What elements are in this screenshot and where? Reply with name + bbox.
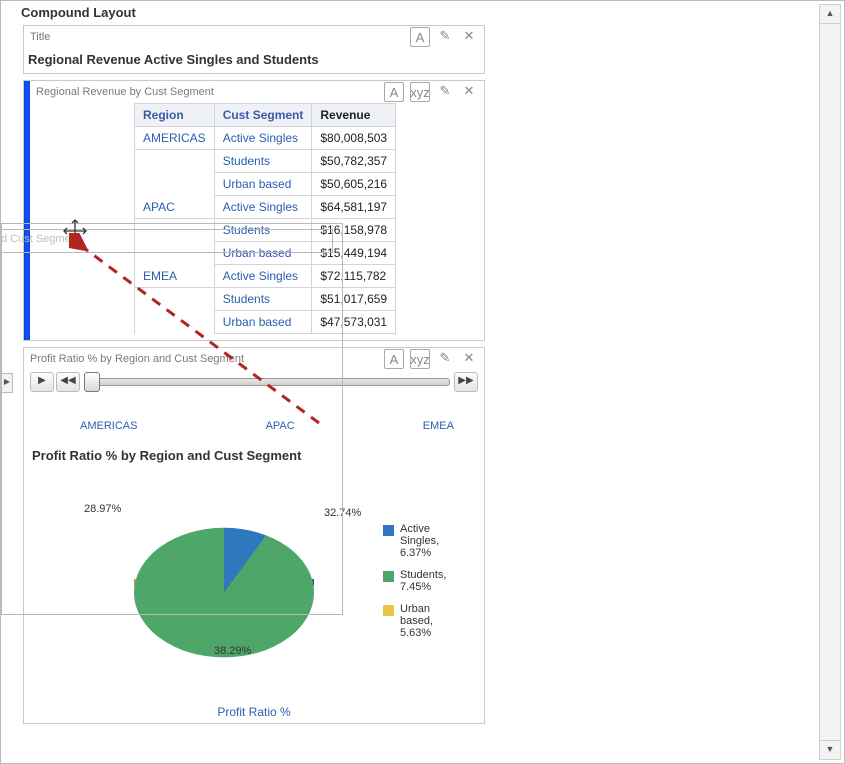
slider-forward-button[interactable]: ▶▶ bbox=[454, 372, 478, 392]
vertical-scrollbar[interactable] bbox=[819, 23, 841, 741]
pivot-table: Region Cust Segment Revenue AMERICASActi… bbox=[134, 103, 396, 334]
pivot-table-header-label: Regional Revenue by Cust Segment bbox=[36, 86, 384, 98]
delete-x-icon[interactable]: ✕ bbox=[460, 82, 478, 100]
cell-revenue: $16,158,978 bbox=[312, 219, 396, 242]
cell-segment[interactable]: Urban based bbox=[214, 311, 312, 334]
cell-region[interactable]: APAC bbox=[135, 196, 215, 219]
delete-x-icon[interactable]: ✕ bbox=[460, 349, 478, 367]
panel-title: Compound Layout bbox=[21, 5, 136, 20]
slider-play-button[interactable]: ▶ bbox=[30, 372, 54, 392]
slice-pct-label: 38.29% bbox=[214, 645, 251, 657]
pivot-table-view: Regional Revenue by Cust Segment A xyz ✎… bbox=[23, 80, 485, 341]
cell-segment[interactable]: Active Singles bbox=[214, 196, 312, 219]
table-row: Students$16,158,978 bbox=[135, 219, 396, 242]
delete-x-icon[interactable]: ✕ bbox=[460, 27, 478, 45]
scroll-down-button[interactable]: ▼ bbox=[819, 740, 841, 760]
cell-region bbox=[135, 311, 215, 334]
title-view-body-title: Regional Revenue Active Singles and Stud… bbox=[24, 48, 484, 73]
drag-ghost-label: d Cust Segment bbox=[1, 233, 80, 245]
legend-text: Active Singles, 6.37% bbox=[400, 523, 464, 559]
col-segment[interactable]: Cust Segment bbox=[214, 104, 312, 127]
cell-segment[interactable]: Urban based bbox=[214, 242, 312, 265]
table-row: AMERICASActive Singles$80,008,503 bbox=[135, 127, 396, 150]
cell-revenue: $72,115,782 bbox=[312, 265, 396, 288]
cell-segment[interactable]: Students bbox=[214, 150, 312, 173]
legend-item: Active Singles, 6.37% bbox=[383, 523, 464, 559]
cell-revenue: $64,581,197 bbox=[312, 196, 396, 219]
cell-segment[interactable]: Active Singles bbox=[214, 265, 312, 288]
table-row: EMEAActive Singles$72,115,782 bbox=[135, 265, 396, 288]
title-view-header[interactable]: Title A ✎ ✕ bbox=[24, 26, 484, 48]
chart-legend: Active Singles, 6.37% Students, 7.45% Ur… bbox=[383, 523, 464, 649]
chart-view-header[interactable]: Profit Ratio % by Region and Cust Segmen… bbox=[24, 348, 484, 370]
slider-thumb[interactable] bbox=[84, 372, 100, 392]
legend-swatch bbox=[383, 571, 394, 582]
selected-view-indicator bbox=[24, 81, 30, 340]
pie-chart bbox=[134, 511, 314, 691]
slice-pct-label: 28.97% bbox=[84, 503, 121, 515]
legend-swatch bbox=[383, 525, 394, 536]
table-row: Urban based$50,605,216 bbox=[135, 173, 396, 196]
edit-pencil-icon[interactable]: ✎ bbox=[436, 82, 454, 100]
cell-revenue: $50,605,216 bbox=[312, 173, 396, 196]
cell-segment[interactable]: Students bbox=[214, 288, 312, 311]
table-row: APACActive Singles$64,581,197 bbox=[135, 196, 396, 219]
slider-label[interactable]: AMERICAS bbox=[80, 420, 137, 432]
table-header-row: Region Cust Segment Revenue bbox=[135, 104, 396, 127]
cell-region bbox=[135, 173, 215, 196]
chart-body: 28.97% 32.74% 38.29% Active Singles, 6.3… bbox=[24, 463, 484, 723]
layout-body: Title A ✎ ✕ Regional Revenue Active Sing… bbox=[23, 25, 814, 755]
edit-xyz-icon[interactable]: xyz bbox=[410, 349, 430, 369]
edit-pencil-icon[interactable]: ✎ bbox=[436, 27, 454, 45]
slice-pct-label: 32.74% bbox=[324, 507, 361, 519]
format-text-icon[interactable]: A bbox=[410, 27, 430, 47]
format-text-icon[interactable]: A bbox=[384, 349, 404, 369]
table-row: Urban based$15,449,194 bbox=[135, 242, 396, 265]
pivot-table-header[interactable]: Regional Revenue by Cust Segment A xyz ✎… bbox=[24, 81, 484, 103]
scroll-up-button[interactable]: ▲ bbox=[819, 4, 841, 24]
legend-text: Urban based, 5.63% bbox=[400, 603, 464, 639]
cell-revenue: $50,782,357 bbox=[312, 150, 396, 173]
cell-segment[interactable]: Active Singles bbox=[214, 127, 312, 150]
cell-revenue: $80,008,503 bbox=[312, 127, 396, 150]
cell-region bbox=[135, 242, 215, 265]
section-slider: ▶ ◀◀ ▶▶ bbox=[30, 372, 478, 400]
format-text-icon[interactable]: A bbox=[384, 82, 404, 102]
slider-labels: AMERICAS APAC EMEA bbox=[80, 420, 454, 432]
table-row: Urban based$47,573,031 bbox=[135, 311, 396, 334]
col-region[interactable]: Region bbox=[135, 104, 215, 127]
table-row: Students$50,782,357 bbox=[135, 150, 396, 173]
compound-layout-panel: ▲ ▼ Compound Layout ▶ Title A ✎ ✕ Region… bbox=[0, 0, 845, 764]
slider-rewind-button[interactable]: ◀◀ bbox=[56, 372, 80, 392]
cell-revenue: $15,449,194 bbox=[312, 242, 396, 265]
title-view-header-label: Title bbox=[30, 31, 410, 43]
chart-title: Profit Ratio % by Region and Cust Segmen… bbox=[32, 448, 484, 463]
col-revenue[interactable]: Revenue bbox=[312, 104, 396, 127]
cell-segment[interactable]: Urban based bbox=[214, 173, 312, 196]
slider-track[interactable] bbox=[84, 375, 450, 389]
cell-region bbox=[135, 150, 215, 173]
collapse-handle-left[interactable]: ▶ bbox=[1, 373, 13, 393]
legend-item: Urban based, 5.63% bbox=[383, 603, 464, 639]
legend-swatch bbox=[383, 605, 394, 616]
cell-region bbox=[135, 219, 215, 242]
slider-label[interactable]: EMEA bbox=[423, 420, 454, 432]
chart-view: Profit Ratio % by Region and Cust Segmen… bbox=[23, 347, 485, 724]
cell-region bbox=[135, 288, 215, 311]
cell-revenue: $51,017,659 bbox=[312, 288, 396, 311]
chart-view-header-label: Profit Ratio % by Region and Cust Segmen… bbox=[30, 353, 384, 365]
legend-text: Students, 7.45% bbox=[400, 569, 464, 593]
table-row: Students$51,017,659 bbox=[135, 288, 396, 311]
slider-label[interactable]: APAC bbox=[266, 420, 295, 432]
cell-region[interactable]: AMERICAS bbox=[135, 127, 215, 150]
legend-item: Students, 7.45% bbox=[383, 569, 464, 593]
chart-footer-label: Profit Ratio % bbox=[24, 705, 484, 719]
edit-pencil-icon[interactable]: ✎ bbox=[436, 349, 454, 367]
edit-xyz-icon[interactable]: xyz bbox=[410, 82, 430, 102]
title-view: Title A ✎ ✕ Regional Revenue Active Sing… bbox=[23, 25, 485, 74]
cell-region[interactable]: EMEA bbox=[135, 265, 215, 288]
cell-segment[interactable]: Students bbox=[214, 219, 312, 242]
cell-revenue: $47,573,031 bbox=[312, 311, 396, 334]
